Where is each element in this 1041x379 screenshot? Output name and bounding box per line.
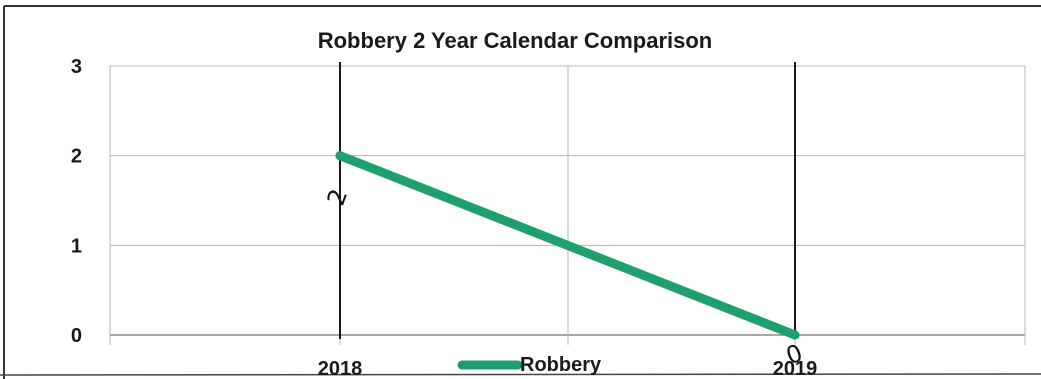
y-tick-label-0: 0 — [71, 325, 82, 347]
annotations: 20 — [322, 185, 807, 370]
y-tick-label-1: 1 — [71, 235, 82, 257]
series-layer — [335, 151, 800, 340]
series-line-robbery — [335, 151, 800, 340]
grid — [109, 62, 1026, 345]
x-axis-ticks: 2018 2019 — [318, 358, 818, 379]
x-tick-label-2018: 2018 — [318, 358, 363, 379]
y-tick-label-2: 2 — [71, 146, 82, 168]
data-point-robbery-2018 — [335, 151, 345, 161]
chart-title: Robbery 2 Year Calendar Comparison — [318, 28, 713, 53]
y-axis-ticks: 0 1 2 3 — [71, 56, 82, 347]
frame-bottom — [0, 373, 1041, 376]
legend-label-robbery: Robbery — [520, 354, 602, 376]
x-tick-label-2019: 2019 — [773, 358, 818, 379]
handwritten-label-2018: 2 — [322, 185, 354, 209]
data-point-robbery-2019 — [790, 330, 800, 340]
legend: Robbery — [457, 354, 602, 376]
y-tick-label-3: 3 — [71, 56, 82, 78]
